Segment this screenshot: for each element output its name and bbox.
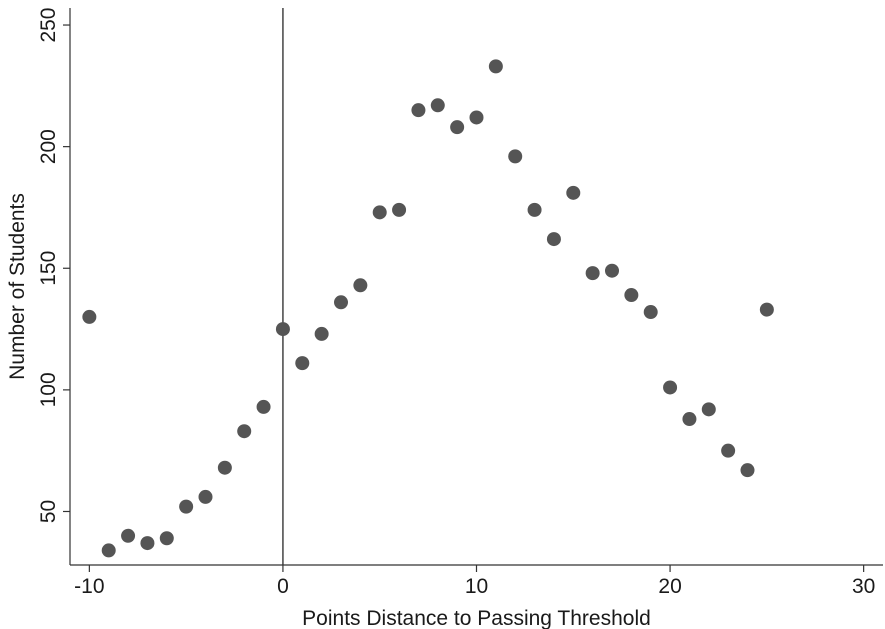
data-point — [721, 443, 736, 458]
data-point — [217, 460, 232, 475]
data-point — [82, 309, 97, 324]
data-point — [740, 463, 755, 478]
y-tick-label: 100 — [37, 372, 60, 407]
y-tick-label: 250 — [37, 8, 60, 43]
data-point — [411, 103, 426, 118]
data-point — [392, 202, 407, 217]
x-tick-label: 0 — [277, 575, 289, 598]
data-point — [372, 205, 387, 220]
data-point — [585, 266, 600, 281]
data-point — [488, 59, 503, 74]
data-points-layer — [82, 59, 774, 558]
x-axis-title: Points Distance to Passing Threshold — [302, 607, 651, 629]
data-point — [605, 263, 619, 278]
data-point — [450, 120, 465, 135]
data-point — [430, 98, 445, 113]
data-point — [508, 149, 523, 164]
data-point — [198, 489, 213, 504]
y-tick-label: 50 — [37, 500, 60, 523]
data-point — [256, 399, 271, 414]
data-point — [159, 531, 174, 546]
data-point — [353, 278, 368, 293]
x-tick-label: 30 — [852, 575, 875, 598]
data-point — [682, 412, 697, 427]
data-point — [546, 232, 561, 247]
data-point — [295, 356, 310, 371]
axes-layer: -10 0 10 20 30 50 100 150 200 250 — [37, 8, 883, 598]
data-point — [140, 536, 155, 551]
data-point — [179, 499, 194, 514]
data-point — [566, 185, 581, 200]
x-tick-label: 10 — [465, 575, 488, 598]
data-point — [701, 402, 716, 417]
data-point — [663, 380, 678, 395]
data-point — [275, 322, 290, 337]
data-point — [101, 543, 116, 558]
y-tick-label: 200 — [37, 129, 60, 164]
data-point — [759, 302, 774, 317]
data-point — [643, 305, 658, 320]
data-point — [237, 424, 252, 439]
data-point — [121, 528, 136, 543]
data-point — [624, 288, 639, 303]
data-point — [469, 110, 484, 125]
y-axis-title: Number of Students — [6, 193, 29, 380]
x-tick-label: 20 — [658, 575, 681, 598]
data-point — [314, 326, 329, 341]
x-tick-label: -10 — [74, 575, 104, 598]
y-tick-label: 150 — [37, 251, 60, 286]
data-point — [527, 202, 542, 217]
data-point — [334, 295, 348, 310]
